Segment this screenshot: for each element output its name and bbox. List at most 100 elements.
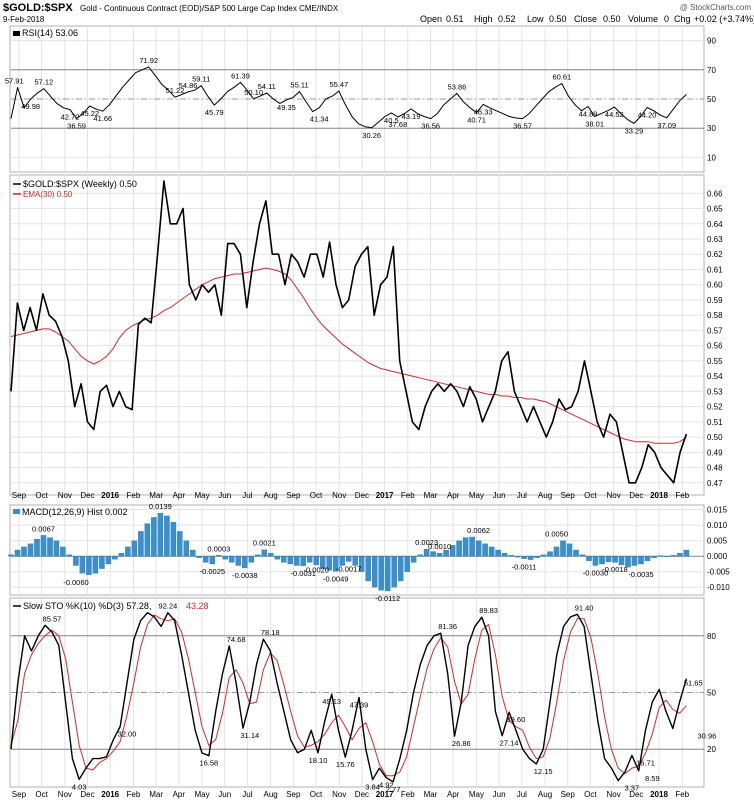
high-value: 0.52 <box>498 14 516 24</box>
rsi-value-label: 51.22 <box>166 86 185 95</box>
x-tick-label-stoch: Nov <box>332 790 346 799</box>
x-tick-label-price: Nov <box>607 491 621 500</box>
macd-hist-bar <box>287 556 294 565</box>
macd-value-label: -0.0035 <box>628 570 653 579</box>
macd-hist-bar <box>443 549 449 557</box>
macd-hist-bar <box>170 521 177 557</box>
x-tick-label-price: 2018 <box>650 491 668 500</box>
y-tick-label-price: 0.65 <box>707 205 723 214</box>
macd-hist-bar <box>138 531 144 557</box>
x-tick-label-price: Sep <box>561 491 576 500</box>
rsi-value-label: 61.39 <box>231 71 250 80</box>
rsi-value-label: 42.72 <box>61 113 80 122</box>
macd-value-label: -0.0112 <box>375 594 400 603</box>
macd-hist-bar <box>8 554 14 557</box>
macd-hist-bar <box>306 556 313 563</box>
macd-hist-bar <box>683 549 690 557</box>
macd-hist-bar <box>631 556 638 566</box>
macd-hist-bar <box>131 540 138 557</box>
macd-hist-bar <box>34 538 40 557</box>
macd-hist-bar <box>144 523 151 557</box>
stoch-value-label: 32.00 <box>118 730 137 739</box>
macd-hist-bar <box>384 556 391 592</box>
macd-value-label: 0.0050 <box>545 530 568 539</box>
macd-hist-bar <box>248 556 255 563</box>
macd-hist-bar <box>540 554 547 557</box>
macd-hist-bar <box>566 543 573 557</box>
stoch-value-label: 27.14 <box>500 739 519 748</box>
rsi-value-label: 38.01 <box>585 120 604 129</box>
x-tick-label-stoch: Sep <box>12 790 27 799</box>
stoch-legend-d: 43.28 <box>186 601 209 611</box>
symbol-title: $GOLD:$SPX <box>3 2 73 14</box>
x-tick-label-price: Jun <box>493 491 506 500</box>
rsi-value-label: 36.56 <box>421 122 440 131</box>
stoch-value-label: 78.18 <box>261 628 280 637</box>
macd-value-label: -0.0049 <box>323 574 348 583</box>
rsi-value-label: 30.26 <box>362 131 381 140</box>
close-label: Close <box>574 14 597 24</box>
x-tick-label-price: May <box>469 491 484 500</box>
rsi-legend-swatch <box>13 31 20 36</box>
y-tick-label-rsi: 70 <box>707 66 716 75</box>
rsi-value-label: 45.79 <box>205 108 224 117</box>
macd-hist-bar <box>151 517 157 557</box>
macd-hist-bar <box>573 549 579 557</box>
macd-hist-bar <box>423 548 430 557</box>
price-panel: $GOLD:$SPX (Weekly) 0.50 EMA(30) 0.50 <box>10 179 688 484</box>
stoch-value-label: 26.86 <box>452 739 471 748</box>
y-tick-label-macd: -0.010 <box>707 583 730 592</box>
ema-legend: EMA(30) 0.50 <box>23 190 73 199</box>
macd-hist-bar <box>157 512 164 557</box>
x-tick-label-price: Jul <box>517 491 527 500</box>
x-tick-label-stoch: Aug <box>264 790 278 799</box>
macd-hist-bar <box>183 540 190 557</box>
macd-hist-bar <box>47 537 53 557</box>
macd-hist-bar <box>657 555 664 557</box>
macd-hist-bar <box>358 556 365 572</box>
x-tick-label-stoch: May <box>194 790 209 799</box>
y-tick-label-macd: -0.005 <box>707 568 730 577</box>
macd-hist-bar <box>60 546 66 557</box>
rsi-value-label: 55.47 <box>329 80 348 89</box>
y-tick-label-macd: 0.010 <box>707 521 728 530</box>
price-panel-frame <box>9 174 705 496</box>
x-tick-label-price: Sep <box>286 491 301 500</box>
x-tick-label-price: Oct <box>310 491 323 500</box>
macd-hist-bar <box>294 556 300 566</box>
macd-hist-bar <box>644 556 651 562</box>
x-tick-label-price: Dec <box>629 491 643 500</box>
y-tick-label-stoch: 20 <box>707 745 716 754</box>
rsi-value-label: 41.34 <box>310 115 329 124</box>
y-tick-label-rsi: 30 <box>707 124 716 133</box>
rsi-line <box>10 66 687 129</box>
x-tick-label-price: 2016 <box>101 491 119 500</box>
y-tick-label-price: 0.58 <box>707 311 723 320</box>
y-tick-label-rsi: 10 <box>707 153 716 162</box>
macd-value-label: 0.0139 <box>149 502 172 511</box>
macd-hist-bar <box>618 556 625 566</box>
macd-hist-bar <box>488 546 495 557</box>
stoch-value-label: 8.59 <box>645 774 660 783</box>
y-tick-label-macd: 0.000 <box>707 552 728 561</box>
macd-hist-bar <box>190 549 196 557</box>
stoch-value-label: 3.37 <box>625 784 640 793</box>
macd-hist-bar <box>203 556 209 563</box>
x-tick-label-price: Dec <box>355 491 369 500</box>
rsi-value-label: 44.89 <box>579 109 598 118</box>
x-tick-label-stoch: 2018 <box>650 790 668 799</box>
x-tick-label-price: Sep <box>12 491 27 500</box>
x-tick-label-stoch: May <box>469 790 484 799</box>
y-tick-label-price: 0.57 <box>707 326 723 335</box>
x-tick-label-stoch: Feb <box>401 790 415 799</box>
rsi-value-label: 44.20 <box>638 110 657 119</box>
rsi-legend: RSI(14) 53.06 <box>22 28 78 38</box>
x-tick-label-price: Mar <box>149 491 163 500</box>
macd-hist-bar <box>118 552 125 557</box>
macd-hist-bar <box>599 556 605 565</box>
x-tick-label-stoch: Jun <box>218 790 231 799</box>
stoch-value-label: 31.14 <box>240 731 259 740</box>
y-tick-label-price: 0.63 <box>707 235 723 244</box>
y-tick-label-price: 0.47 <box>707 479 723 488</box>
